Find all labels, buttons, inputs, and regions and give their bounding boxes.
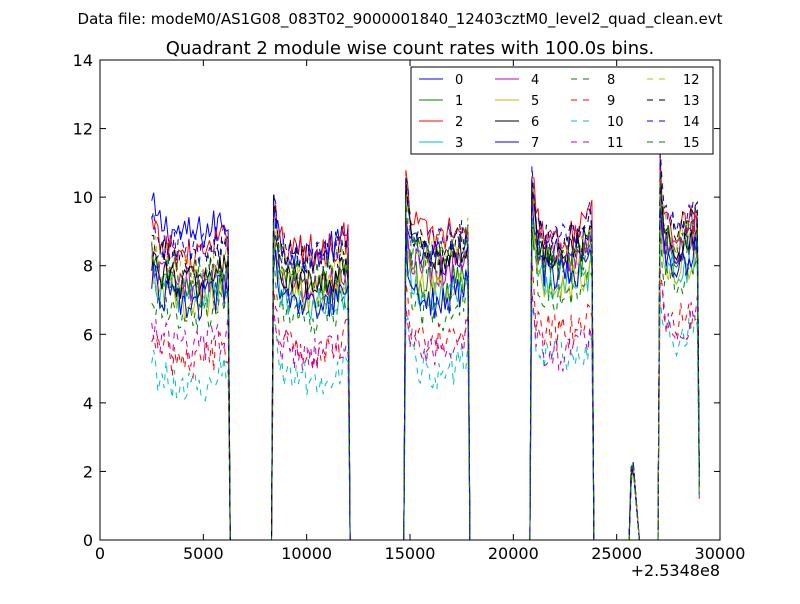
legend-label: 1 [455, 94, 463, 109]
legend-label: 4 [531, 73, 539, 88]
y-tick-label: 2 [83, 462, 93, 481]
series-line-4 [151, 180, 700, 540]
legend-label: 14 [683, 115, 700, 130]
series-line-9 [151, 259, 700, 540]
legend-label: 2 [455, 115, 463, 130]
series-line-11 [151, 283, 700, 540]
x-tick-label: 25000 [591, 544, 642, 563]
y-tick-label: 8 [83, 257, 93, 276]
legend-label: 0 [455, 73, 463, 88]
y-tick-label: 0 [83, 531, 93, 550]
legend-label: 11 [607, 136, 624, 151]
series-line-13 [151, 153, 700, 540]
legend-label: 6 [531, 115, 539, 130]
y-tick-label: 12 [73, 120, 93, 139]
legend-label: 8 [607, 73, 615, 88]
y-tick-label: 10 [73, 188, 93, 207]
x-offset-label: +2.5348e8 [631, 561, 720, 580]
y-tick-label: 14 [73, 51, 93, 70]
legend-label: 15 [683, 136, 700, 151]
series-line-15 [151, 173, 700, 540]
legend-label: 7 [531, 136, 539, 151]
series-line-5 [151, 204, 700, 540]
series-layer [151, 146, 700, 540]
suptitle: Data file: modeM0/AS1G08_083T02_90000018… [78, 10, 723, 29]
legend-label: 13 [683, 94, 700, 109]
legend-label: 3 [455, 136, 463, 151]
axes-ticks: 0 5000 10000 15000 20000 25000 300000246810121… [73, 51, 746, 563]
legend-label: 12 [683, 73, 700, 88]
series-line-8 [151, 225, 700, 540]
series-line-3 [151, 197, 700, 540]
y-tick-label: 6 [83, 325, 93, 344]
x-tick-label: 20000 [488, 544, 539, 563]
x-tick-label: 5000 [183, 544, 224, 563]
x-tick-label: 10000 [281, 544, 332, 563]
series-line-2 [151, 153, 700, 540]
series-line-0 [151, 182, 700, 540]
y-tick-label: 4 [83, 394, 93, 413]
x-tick-label: 0 [95, 544, 105, 563]
series-line-1 [151, 208, 700, 540]
x-tick-label: 30000 [695, 544, 746, 563]
legend-box [410, 66, 714, 155]
legend-label: 5 [531, 94, 539, 109]
x-tick-label: 15000 [385, 544, 436, 563]
series-line-10 [151, 293, 700, 540]
legend-label: 10 [607, 115, 624, 130]
chart-title: Quadrant 2 module wise count rates with … [166, 38, 655, 59]
legend-label: 9 [607, 94, 615, 109]
